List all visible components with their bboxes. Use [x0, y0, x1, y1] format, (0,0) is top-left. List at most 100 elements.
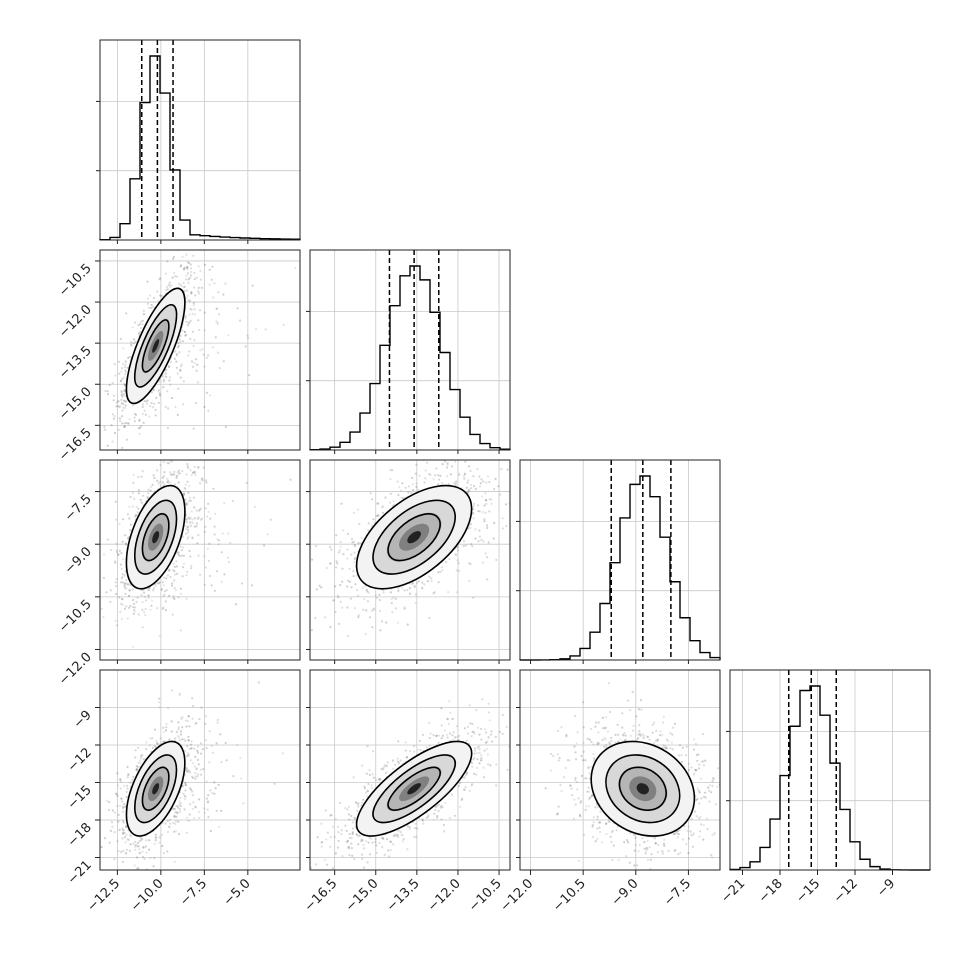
sample-point	[181, 726, 184, 729]
sample-point	[117, 553, 120, 557]
sample-point	[175, 354, 179, 357]
sample-point	[189, 555, 192, 558]
sample-point	[478, 745, 481, 748]
sample-point	[137, 489, 141, 492]
sample-point	[432, 592, 435, 595]
sample-point	[472, 505, 475, 508]
sample-point	[183, 794, 186, 797]
sample-point	[203, 807, 206, 810]
sample-point	[392, 596, 395, 599]
sample-point	[169, 822, 172, 825]
sample-point	[479, 482, 482, 485]
sample-point	[153, 744, 156, 748]
sample-point	[121, 581, 125, 584]
sample-point	[149, 485, 153, 488]
sample-point	[517, 491, 519, 493]
sample-point	[178, 810, 182, 813]
sample-point	[341, 606, 344, 609]
sample-point	[437, 803, 440, 806]
hist-frame-1	[309, 249, 511, 451]
sample-point	[490, 502, 493, 505]
sample-point	[488, 719, 491, 722]
sample-point	[416, 827, 419, 830]
sample-point	[408, 592, 412, 595]
sample-point	[148, 415, 151, 418]
sample-point	[113, 857, 116, 861]
sample-point	[485, 481, 488, 484]
sample-point	[167, 481, 170, 484]
sample-point	[205, 747, 208, 750]
sample-point	[467, 488, 470, 491]
sample-point	[204, 722, 207, 725]
sample-point	[329, 562, 332, 565]
sample-point	[506, 468, 509, 471]
sample-point	[227, 334, 230, 337]
sample-point	[470, 487, 473, 490]
sample-point	[352, 575, 355, 578]
sample-point	[156, 607, 159, 610]
sample-point	[121, 576, 124, 579]
sample-point	[137, 845, 140, 848]
sample-point	[127, 356, 130, 359]
sample-point	[193, 470, 196, 473]
sample-point	[417, 488, 420, 491]
sample-point	[229, 541, 232, 545]
sample-point	[225, 759, 228, 762]
sample-point	[193, 308, 196, 311]
sample-point	[493, 488, 496, 491]
sample-point	[184, 278, 188, 281]
sample-point	[357, 805, 360, 808]
sample-point	[126, 787, 129, 790]
sample-point	[129, 835, 132, 838]
sample-point	[211, 751, 214, 754]
sample-point	[185, 266, 188, 269]
sample-point	[186, 463, 189, 466]
sample-point	[173, 275, 176, 278]
sample-point	[484, 499, 488, 502]
sample-point	[167, 568, 171, 571]
sample-point	[428, 736, 431, 740]
sample-point	[455, 569, 458, 572]
sample-point	[181, 575, 184, 578]
sample-point	[132, 342, 135, 345]
sample-point	[173, 271, 176, 275]
sample-point	[418, 739, 421, 743]
sample-point	[179, 802, 182, 805]
sample-point	[216, 570, 219, 573]
sample-point	[150, 303, 153, 307]
sample-point	[472, 758, 475, 761]
sample-point	[392, 834, 395, 838]
sample-point	[123, 585, 126, 588]
sample-point	[119, 787, 122, 790]
sample-point	[424, 477, 427, 480]
sample-point	[134, 340, 137, 343]
sample-point	[213, 781, 216, 784]
sample-point	[346, 839, 349, 843]
sample-point	[208, 730, 211, 733]
sample-point	[215, 742, 218, 745]
sample-point	[123, 587, 126, 590]
sample-point	[170, 473, 174, 476]
sample-point	[183, 266, 186, 269]
sample-point	[124, 534, 127, 537]
sample-point	[219, 733, 222, 736]
sample-point	[125, 795, 128, 799]
sample-point	[152, 389, 155, 392]
sample-point	[164, 454, 166, 456]
sample-point	[345, 829, 348, 833]
sample-point	[527, 704, 529, 706]
sample-point	[208, 542, 211, 545]
sample-point	[207, 354, 210, 357]
sample-point	[213, 210, 215, 212]
sample-point	[193, 465, 196, 468]
sample-point	[195, 358, 198, 361]
sample-point	[185, 769, 188, 772]
sample-point	[339, 583, 342, 587]
sample-point	[204, 738, 207, 742]
sample-point	[314, 544, 317, 548]
sample-point	[227, 560, 230, 564]
sample-point	[138, 432, 141, 435]
sample-point	[437, 581, 440, 584]
sample-point	[177, 820, 180, 823]
sample-point	[164, 272, 167, 275]
